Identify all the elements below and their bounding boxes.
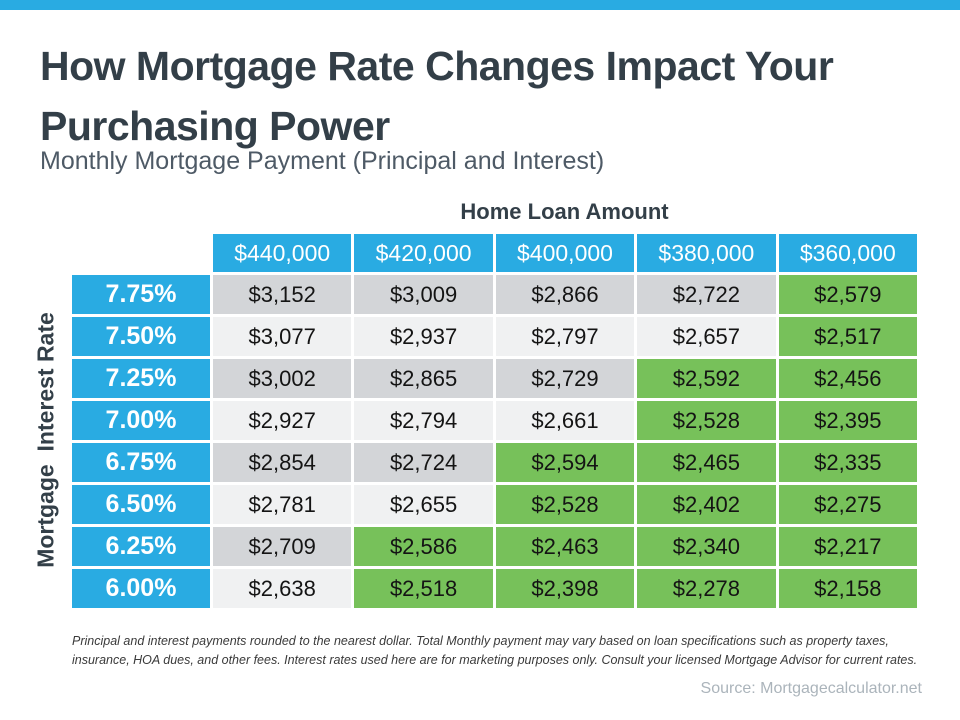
payment-cell: $2,395 xyxy=(778,401,917,440)
payment-cell: $2,456 xyxy=(778,359,917,398)
payment-cell: $2,528 xyxy=(495,485,635,524)
payment-cell: $2,465 xyxy=(637,443,776,482)
payment-cell: $2,937 xyxy=(354,317,493,356)
page-title: How Mortgage Rate Changes Impact Your Pur… xyxy=(40,36,920,156)
payment-cell: $2,781 xyxy=(213,485,352,524)
payment-cell: $2,655 xyxy=(354,485,493,524)
interest-rate-cell: 7.00% xyxy=(72,401,210,440)
row-axis-title: Mortgage Interest Rate xyxy=(32,312,59,568)
payment-cell: $2,927 xyxy=(213,401,352,440)
payment-cell: $2,854 xyxy=(213,443,352,482)
page-title-line2: Purchasing Power xyxy=(40,103,390,149)
loan-amount-column-header: $400,000 xyxy=(495,234,635,272)
loan-amount-column-header: $380,000 xyxy=(637,234,776,272)
payment-cell: $2,638 xyxy=(213,569,352,608)
payment-cell: $2,729 xyxy=(495,359,635,398)
payment-cell: $2,463 xyxy=(495,527,635,566)
payment-cell: $2,794 xyxy=(354,401,493,440)
loan-amount-column-header: $440,000 xyxy=(213,234,352,272)
payment-cell: $2,517 xyxy=(778,317,917,356)
payment-cell: $2,518 xyxy=(354,569,493,608)
page-title-line1: How Mortgage Rate Changes Impact Your xyxy=(40,43,834,89)
payment-cell: $2,657 xyxy=(637,317,776,356)
payment-cell: $2,594 xyxy=(495,443,635,482)
payment-cell: $3,002 xyxy=(213,359,352,398)
payment-cell: $2,865 xyxy=(354,359,493,398)
payment-cell: $2,661 xyxy=(495,401,635,440)
top-accent-bar xyxy=(0,0,960,10)
loan-amount-column-header: $360,000 xyxy=(778,234,917,272)
column-axis-title: Home Loan Amount xyxy=(460,199,669,224)
source-credit: Source: Mortgagecalculator.net xyxy=(700,680,922,697)
loan-amount-column-header: $420,000 xyxy=(354,234,493,272)
interest-rate-cell: 6.00% xyxy=(72,569,210,608)
payment-cell: $2,709 xyxy=(213,527,352,566)
payment-cell: $2,158 xyxy=(778,569,917,608)
payment-cell: $2,724 xyxy=(354,443,493,482)
table-corner-cell xyxy=(72,234,210,272)
payment-table: $440,000 $420,000 $400,000 $380,000 $360,000… xyxy=(72,234,917,608)
payment-cell: $2,335 xyxy=(778,443,917,482)
payment-cell: $2,722 xyxy=(637,275,776,314)
payment-cell: $2,398 xyxy=(495,569,635,608)
footnote: Principal and interest payments rounded … xyxy=(72,634,918,668)
payment-cell: $3,077 xyxy=(213,317,352,356)
payment-cell: $2,866 xyxy=(495,275,635,314)
payment-cell: $2,586 xyxy=(354,527,493,566)
payment-cell: $2,797 xyxy=(495,317,635,356)
payment-cell: $2,528 xyxy=(637,401,776,440)
payment-cell: $2,278 xyxy=(637,569,776,608)
payment-cell: $2,340 xyxy=(637,527,776,566)
interest-rate-cell: 6.75% xyxy=(72,443,210,482)
payment-cell: $2,217 xyxy=(778,527,917,566)
interest-rate-cell: 6.50% xyxy=(72,485,210,524)
payment-cell: $2,592 xyxy=(637,359,776,398)
payment-cell: $2,402 xyxy=(637,485,776,524)
interest-rate-cell: 7.25% xyxy=(72,359,210,398)
payment-cell: $2,579 xyxy=(778,275,917,314)
interest-rate-cell: 6.25% xyxy=(72,527,210,566)
payment-cell: $2,275 xyxy=(778,485,917,524)
interest-rate-cell: 7.50% xyxy=(72,317,210,356)
page-subtitle: Monthly Mortgage Payment (Principal and … xyxy=(40,147,605,175)
payment-cell: $3,009 xyxy=(354,275,493,314)
interest-rate-cell: 7.75% xyxy=(72,275,210,314)
payment-cell: $3,152 xyxy=(213,275,352,314)
